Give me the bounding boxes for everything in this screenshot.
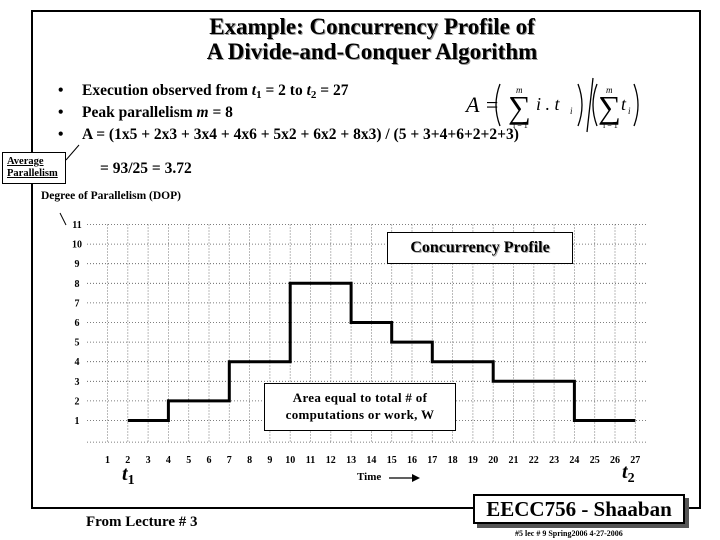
x-tick-label: 14	[366, 455, 376, 466]
x-tick-label: 16	[407, 455, 417, 466]
x-tick-label: 21	[509, 455, 519, 466]
x-tick-label: 20	[488, 455, 498, 466]
svg-text:A =: A =	[464, 92, 499, 117]
x-tick-label: 8	[247, 455, 252, 466]
y-tick-label: 10	[72, 240, 82, 251]
slide-title: Example: Concurrency Profile of A Divide…	[0, 14, 720, 64]
title-line-1: Example: Concurrency Profile of	[209, 14, 535, 39]
svg-text:i: i	[628, 106, 631, 116]
x-tick-label: 17	[427, 455, 437, 466]
x-tick-label: 25	[590, 455, 600, 466]
svg-text:m: m	[606, 85, 613, 95]
x-tick-label: 11	[306, 455, 315, 466]
average-result: = 93/25 = 3.72	[100, 160, 192, 177]
area-note: Area equal to total # of computations or…	[264, 383, 456, 431]
x-tick-label: 22	[529, 455, 539, 466]
x-tick-label: 2	[125, 455, 130, 466]
svg-text:i = 1: i = 1	[603, 121, 618, 130]
bullet-average: • A = (1x5 + 2x3 + 3x4 + 4x6 + 5x2 + 6x2 …	[58, 126, 519, 143]
dop-axis-label: Degree of Parallelism (DOP)	[41, 190, 181, 202]
svg-text:m: m	[516, 85, 523, 95]
x-tick-label: 10	[285, 455, 295, 466]
x-tick-label: 15	[387, 455, 397, 466]
time-arrow	[389, 474, 420, 482]
course-badge: EECC756 - Shaaban	[473, 494, 685, 524]
y-tick-label: 8	[75, 279, 80, 290]
x-tick-label: 26	[610, 455, 620, 466]
average-pointer	[65, 144, 80, 161]
t1-label: t1	[122, 463, 135, 488]
bullet-peak: • Peak parallelism m = 8	[58, 104, 233, 121]
x-tick-label: 6	[207, 455, 212, 466]
x-tick-label: 5	[186, 455, 191, 466]
x-tick-label: 12	[326, 455, 336, 466]
x-tick-label: 19	[468, 455, 478, 466]
t2-label: t2	[622, 461, 635, 486]
average-parallelism-box: Average Parallelism	[2, 152, 66, 184]
y-tick-label: 11	[72, 220, 81, 231]
dop-pointer	[59, 212, 67, 226]
average-formula: A = m ∑ i = 1 i . t i m ∑ i = 1 t i	[464, 77, 639, 133]
y-tick-label: 2	[75, 396, 80, 407]
svg-text:i . t: i . t	[536, 94, 561, 114]
title-line-2: A Divide-and-Conquer Algorithm	[206, 39, 538, 64]
x-tick-label: 18	[448, 455, 458, 466]
x-tick-label: 13	[346, 455, 356, 466]
y-tick-label: 6	[75, 318, 80, 329]
x-tick-label: 4	[166, 455, 171, 466]
svg-text:∑: ∑	[508, 89, 531, 125]
y-tick-label: 1	[75, 416, 80, 427]
svg-text:∑: ∑	[598, 89, 621, 125]
x-tick-label: 27	[630, 455, 640, 466]
time-axis-label: Time	[357, 471, 382, 483]
x-tick-label: 7	[227, 455, 232, 466]
concurrency-profile-line	[127, 281, 636, 422]
x-tick-label: 3	[146, 455, 151, 466]
y-tick-label: 4	[75, 357, 80, 368]
y-tick-label: 3	[75, 377, 80, 388]
y-tick-label: 7	[75, 298, 80, 309]
x-tick-label: 9	[267, 455, 272, 466]
legend-concurrency-profile: Concurrency Profile	[387, 232, 573, 264]
svg-text:i = 1: i = 1	[513, 121, 528, 130]
from-lecture-note: From Lecture # 3	[86, 514, 198, 530]
bullet-observed: • Execution observed from t1 = 2 to t2 = …	[58, 82, 349, 101]
x-tick-label: 1	[105, 455, 110, 466]
svg-text:i: i	[570, 106, 573, 116]
svg-text:t: t	[621, 94, 627, 114]
x-tick-label: 23	[549, 455, 559, 466]
footer-text: #5 lec # 9 Spring2006 4-27-2006	[515, 529, 623, 538]
x-tick-label: 24	[569, 455, 579, 466]
y-tick-label: 5	[75, 338, 80, 349]
y-tick-label: 9	[75, 259, 80, 270]
